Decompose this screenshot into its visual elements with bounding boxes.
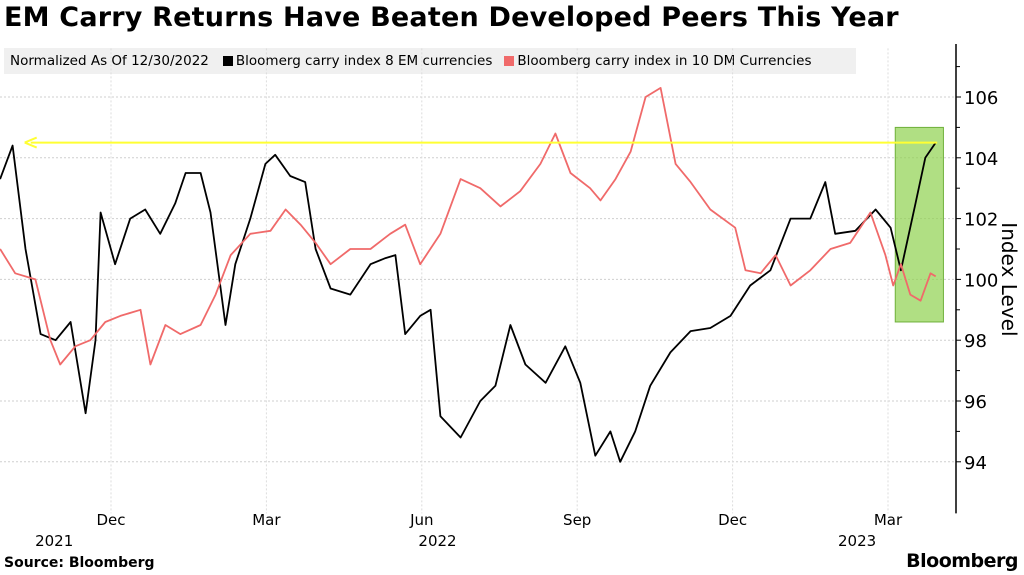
y-tick-label: 98 xyxy=(964,331,987,352)
x-tick-label: Mar xyxy=(252,511,281,529)
x-tick-label: Mar xyxy=(874,511,903,529)
x-tick-label: Sep xyxy=(563,511,591,529)
y-tick-label: 106 xyxy=(964,88,998,109)
bloomberg-logo: Bloomberg xyxy=(906,550,1018,572)
source-note: Source: Bloomberg xyxy=(4,555,155,571)
legend-item-em: Bloomerg carry index 8 EM currencies xyxy=(222,53,493,69)
x-tick-label: Dec xyxy=(718,511,747,529)
x-tick-label: Dec xyxy=(96,511,125,529)
legend-swatch-dm xyxy=(504,56,515,66)
y-tick-label: 96 xyxy=(964,392,987,413)
arrow-head-icon xyxy=(24,136,38,149)
y-axis-label: Index Level xyxy=(997,222,1021,336)
y-tick-label: 100 xyxy=(964,270,998,291)
legend-swatch-em xyxy=(222,56,233,66)
chart-title: EM Carry Returns Have Beaten Developed P… xyxy=(4,2,899,33)
series-line-dm xyxy=(0,87,937,366)
x-year-label: 2021 xyxy=(35,532,73,550)
x-tick-label: Jun xyxy=(409,511,433,529)
legend: Normalized As Of 12/30/2022 Bloomerg car… xyxy=(4,48,856,74)
legend-subtitle: Normalized As Of 12/30/2022 xyxy=(10,53,209,69)
legend-label-em: Bloomerg carry index 8 EM currencies xyxy=(235,53,493,69)
y-tick-label: 102 xyxy=(964,210,998,231)
legend-label-dm: Bloomberg carry index in 10 DM Currencie… xyxy=(517,53,812,69)
y-tick-label: 94 xyxy=(964,453,987,474)
x-year-label: 2023 xyxy=(838,532,876,550)
x-year-label: 2022 xyxy=(418,532,456,550)
series-line-em xyxy=(0,142,937,463)
y-tick-label: 104 xyxy=(964,149,998,170)
highlight-box xyxy=(894,126,944,323)
legend-item-dm: Bloomberg carry index in 10 DM Currencie… xyxy=(504,53,812,69)
